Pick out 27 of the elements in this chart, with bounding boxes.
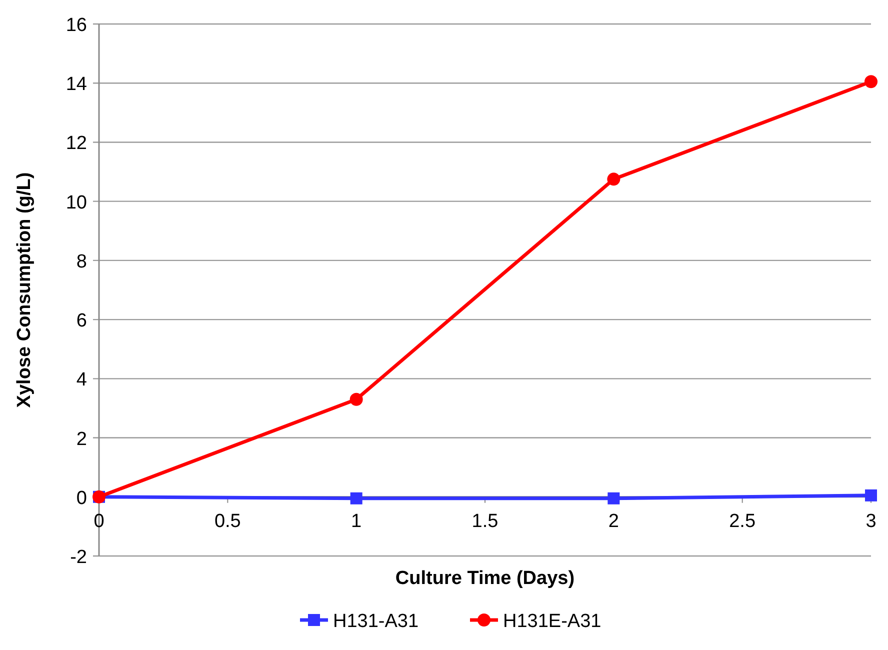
point (865, 489, 877, 502)
y-tick-label: 4 (76, 370, 88, 391)
y-tick-label: 10 (66, 192, 87, 214)
point (608, 492, 620, 504)
legend-label: H131E-A31 (503, 611, 602, 632)
x-tick-label: 0.5 (214, 510, 241, 532)
y-tick-label: 12 (66, 133, 87, 154)
x-tick-label: 1 (351, 510, 362, 532)
y-tick-label: 14 (66, 74, 88, 96)
x-tick-label: 1.5 (472, 510, 498, 532)
x-tick-label: 2.5 (729, 510, 756, 532)
x-tick-label: 0 (94, 510, 104, 532)
y-axis-title: Xylose Consumption (g/L) (14, 172, 35, 408)
x-tick-label: 3 (866, 510, 876, 532)
point (607, 172, 620, 186)
point (350, 392, 363, 406)
y-tick-label: -2 (70, 547, 87, 568)
y-tick-label: 6 (76, 310, 87, 332)
y-tick-label: 2 (76, 428, 87, 450)
y-tick-label: 16 (66, 15, 87, 36)
x-axis-title: Culture Time (Days) (395, 568, 575, 589)
x-tick-label: 2 (608, 510, 619, 532)
y-tick-label: 0 (76, 488, 87, 509)
y-tick-label: 8 (76, 251, 87, 272)
point (864, 75, 878, 88)
point (350, 492, 362, 504)
legend-label: H131-A31 (333, 611, 419, 632)
